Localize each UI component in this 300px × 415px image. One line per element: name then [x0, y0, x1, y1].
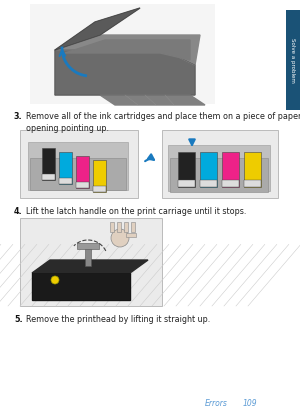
- Text: 109: 109: [243, 399, 258, 408]
- Circle shape: [51, 276, 59, 284]
- Bar: [117, 222, 121, 232]
- FancyBboxPatch shape: [93, 186, 106, 192]
- Bar: [110, 222, 114, 232]
- Bar: [20, 218, 162, 306]
- Bar: [30, 4, 215, 104]
- FancyBboxPatch shape: [59, 178, 72, 184]
- FancyBboxPatch shape: [42, 174, 55, 180]
- FancyBboxPatch shape: [222, 152, 239, 187]
- Bar: [77, 243, 99, 249]
- Bar: [124, 222, 128, 232]
- Bar: [30, 158, 126, 190]
- Polygon shape: [100, 95, 205, 105]
- Bar: [286, 10, 300, 110]
- Text: Solve a problem: Solve a problem: [290, 38, 296, 83]
- Text: Remove the printhead by lifting it straight up.: Remove the printhead by lifting it strai…: [26, 315, 210, 324]
- Bar: [170, 158, 268, 192]
- Polygon shape: [32, 260, 148, 273]
- Polygon shape: [55, 50, 195, 95]
- Text: 3.: 3.: [14, 112, 22, 121]
- Polygon shape: [55, 8, 140, 50]
- Polygon shape: [32, 273, 130, 300]
- Bar: [85, 246, 91, 266]
- FancyBboxPatch shape: [244, 152, 261, 187]
- Text: Errors: Errors: [205, 399, 228, 408]
- FancyBboxPatch shape: [200, 180, 217, 187]
- Text: Remove all of the ink cartridges and place them on a piece of paper with the ink: Remove all of the ink cartridges and pla…: [26, 112, 300, 133]
- Bar: [131, 222, 135, 232]
- Bar: [126, 233, 136, 237]
- Bar: [168, 145, 270, 191]
- Text: Lift the latch handle on the print carriage until it stops.: Lift the latch handle on the print carri…: [26, 207, 246, 216]
- Text: 4.: 4.: [14, 207, 22, 216]
- Polygon shape: [65, 40, 190, 60]
- Bar: [20, 130, 138, 198]
- FancyBboxPatch shape: [244, 180, 261, 187]
- FancyBboxPatch shape: [222, 180, 239, 187]
- FancyBboxPatch shape: [42, 148, 55, 180]
- FancyBboxPatch shape: [178, 152, 195, 187]
- FancyBboxPatch shape: [76, 156, 89, 188]
- FancyBboxPatch shape: [178, 180, 195, 187]
- FancyBboxPatch shape: [200, 152, 217, 187]
- Polygon shape: [55, 35, 200, 65]
- FancyBboxPatch shape: [59, 152, 72, 184]
- Circle shape: [111, 229, 129, 247]
- FancyBboxPatch shape: [93, 160, 106, 192]
- Bar: [28, 142, 128, 190]
- Text: 5.: 5.: [14, 315, 22, 324]
- Bar: [162, 130, 278, 198]
- FancyBboxPatch shape: [76, 182, 89, 188]
